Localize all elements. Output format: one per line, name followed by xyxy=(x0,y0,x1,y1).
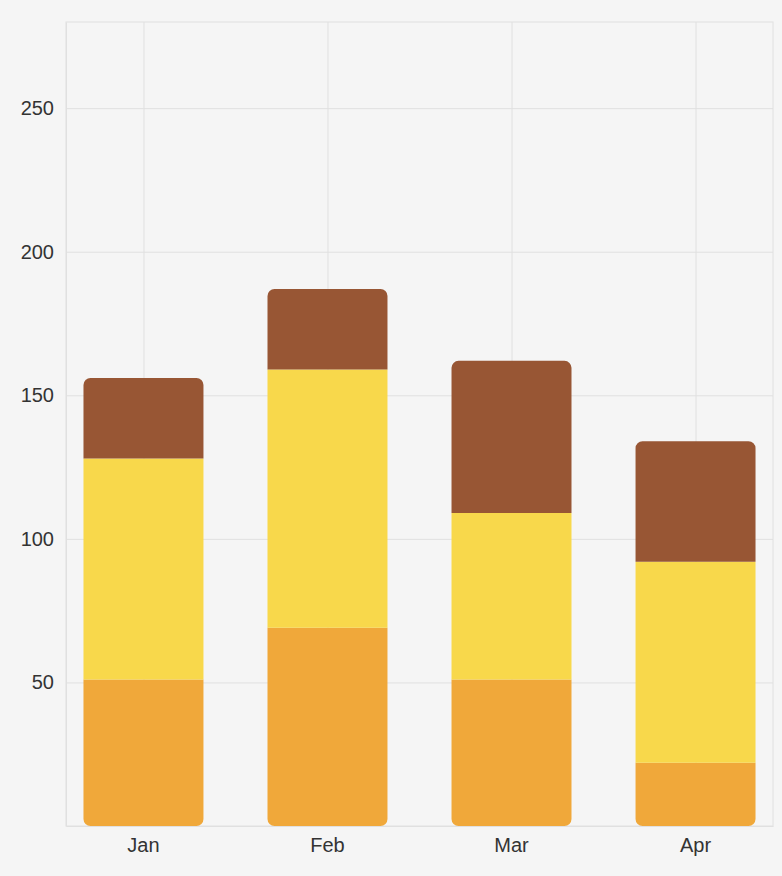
y-tick: 50 xyxy=(32,671,66,693)
y-grid-line xyxy=(66,252,773,253)
y-tick: 150 xyxy=(21,384,66,406)
x-tick-label: Feb xyxy=(310,834,344,856)
y-axis-line xyxy=(66,23,67,827)
series xyxy=(83,369,755,762)
bar-segment xyxy=(452,680,572,826)
plot-frame xyxy=(66,22,773,826)
y-axis: 50 100 150 200 250 xyxy=(21,23,67,827)
bar-segment xyxy=(268,369,388,627)
chart: 50 100 150 200 250 Jan Feb Mar Apr xyxy=(0,0,782,876)
grid xyxy=(66,22,773,826)
series xyxy=(83,289,755,562)
x-tick-label: Apr xyxy=(680,834,711,856)
background xyxy=(0,0,782,876)
bar-segment xyxy=(452,361,572,513)
y-tick-label: 250 xyxy=(21,97,54,119)
bar-segment xyxy=(452,513,572,680)
y-tick-label: 200 xyxy=(21,241,54,263)
bar-segment xyxy=(636,562,756,763)
x-tick-label: Mar xyxy=(494,834,529,856)
x-tick-label: Jan xyxy=(127,834,159,856)
y-tick-label: 50 xyxy=(32,671,54,693)
y-grid-line xyxy=(66,108,773,109)
bar-segment xyxy=(636,441,756,562)
y-tick: 100 xyxy=(21,528,66,550)
y-tick: 200 xyxy=(21,241,66,263)
bar-segment xyxy=(636,763,756,826)
x-tick: Mar xyxy=(494,826,529,856)
x-tick: Apr xyxy=(680,826,711,856)
x-axis: Jan Feb Mar Apr xyxy=(67,826,774,856)
x-tick: Jan xyxy=(127,826,159,856)
bars xyxy=(83,289,755,826)
y-tick-label: 100 xyxy=(21,528,54,550)
bar-segment xyxy=(268,628,388,826)
bar-segment xyxy=(83,680,203,826)
y-tick: 250 xyxy=(21,97,66,119)
bar-segment xyxy=(268,289,388,369)
y-tick-label: 150 xyxy=(21,384,54,406)
bar-segment xyxy=(83,458,203,679)
x-tick: Feb xyxy=(310,826,344,856)
x-axis-line xyxy=(67,826,774,827)
bar-segment xyxy=(83,378,203,458)
